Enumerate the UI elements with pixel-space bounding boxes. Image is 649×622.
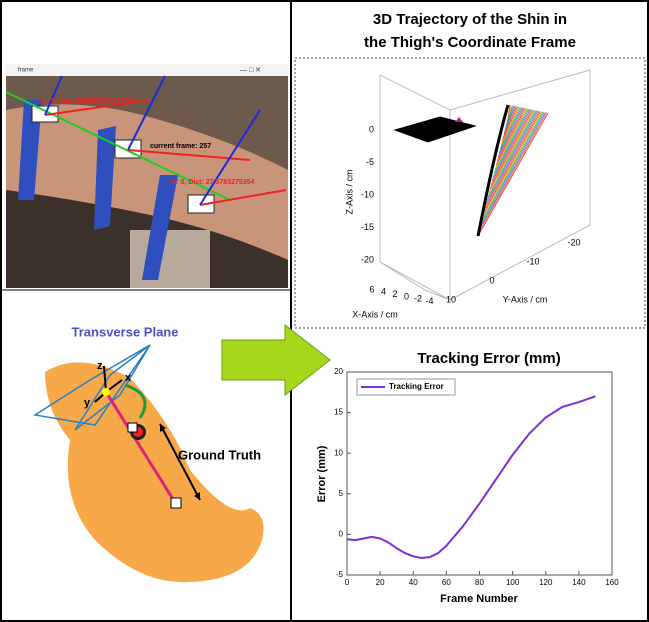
y-tick-label: 20 (334, 367, 343, 376)
axis-label: y (84, 397, 91, 409)
z-tick-label: -20 (361, 254, 374, 264)
axis-title: Y-Axis / cm (503, 294, 548, 304)
x-tick-label: 0 (404, 291, 409, 301)
panel-title: the Thigh's Coordinate Frame (364, 34, 576, 51)
x-tick-label: 40 (409, 578, 418, 587)
x-tick-label: 60 (442, 578, 451, 587)
overlay-text: current frame: 257 (150, 143, 211, 150)
chart-title: Tracking Error (mm) (417, 350, 560, 367)
plane-label: Transverse Plane (72, 324, 179, 339)
photo: frame — □ ✕ id: 1, Dist: 26.992537558291… (6, 64, 288, 288)
ground-truth-label: Ground Truth (178, 447, 261, 462)
x-tick-label: -2 (414, 294, 422, 304)
z-tick-label: 0 (369, 124, 374, 134)
x-tick-label: 80 (475, 578, 484, 587)
x-tick-label: 100 (506, 578, 520, 587)
flow-arrow (222, 325, 330, 395)
axis-label: x (125, 372, 132, 384)
y-tick-label: 15 (334, 408, 343, 417)
y-tick-label: 5 (339, 489, 344, 498)
legend-label: Tracking Error (389, 382, 444, 391)
figure: frame — □ ✕ id: 1, Dist: 26.992537558291… (0, 0, 649, 622)
svg-text:— □ ✕: — □ ✕ (240, 67, 261, 74)
panel-title: 3D Trajectory of the Shin in (373, 11, 567, 28)
plot-area (347, 372, 612, 575)
axis-label: z (97, 360, 103, 372)
y-tick-label: 0 (339, 530, 344, 539)
y-tick-label: 10 (446, 294, 456, 304)
x-tick-label: 6 (369, 284, 374, 294)
x-tick-label: 140 (572, 578, 586, 587)
overlay-text: id: 1, Dist: 26.9925375582912 (40, 98, 136, 105)
y-axis-title: Error (mm) (316, 445, 328, 502)
y-tick-label: -10 (526, 256, 539, 266)
x-tick-label: 4 (381, 287, 386, 297)
x-tick-label: -4 (425, 296, 433, 306)
overlay-text: id: 0, Dist: 27.5783275354 (170, 179, 255, 186)
y-tick-label: 0 (489, 275, 494, 285)
x-tick-label: 20 (376, 578, 385, 587)
window-title: frame (18, 68, 34, 74)
z-tick-label: -10 (361, 189, 374, 199)
x-tick-label: 120 (539, 578, 553, 587)
axis-title: X-Axis / cm (352, 309, 398, 319)
z-tick-label: -15 (361, 222, 374, 232)
y-tick-label: -20 (567, 237, 580, 247)
x-tick-label: 2 (392, 289, 397, 299)
y-tick-label: -5 (336, 570, 344, 579)
x-tick-label: 0 (345, 578, 350, 587)
x-tick-label: 160 (605, 578, 619, 587)
figure-canvas: frame — □ ✕ id: 1, Dist: 26.992537558291… (0, 0, 649, 622)
z-tick-label: -5 (366, 157, 374, 167)
y-tick-label: 10 (334, 448, 343, 457)
x-axis-title: Frame Number (440, 593, 518, 605)
axis-title: Z-Axis / cm (344, 170, 354, 215)
